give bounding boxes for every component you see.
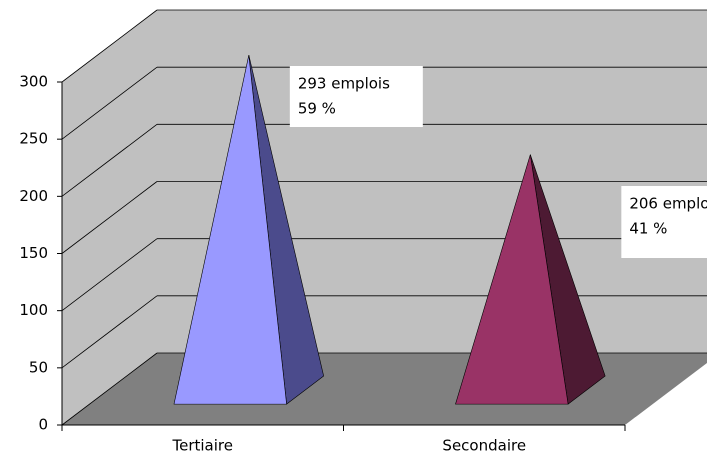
data-label: 293 emplois: [298, 75, 390, 93]
y-tick-label: 300: [19, 73, 48, 91]
grid-line: [61, 66, 158, 140]
grid-line: [61, 181, 158, 254]
y-tick-label: 200: [19, 187, 48, 205]
x-tick-label: Tertiaire: [172, 437, 233, 455]
y-tick-label: 50: [29, 358, 48, 376]
x-tick-label: Secondaire: [442, 437, 526, 455]
floor: [62, 353, 707, 425]
pyramid-front: [455, 154, 569, 405]
y-tick-label: 150: [19, 244, 48, 262]
data-label-box: [621, 186, 707, 258]
data-label: 206 emplois: [629, 195, 707, 213]
share-label: 41 %: [629, 220, 667, 238]
grid-line: [61, 124, 158, 197]
grid-line: [61, 9, 158, 83]
grid-line: [61, 352, 158, 426]
y-tick-label: 0: [38, 416, 48, 434]
pyramid-front: [173, 55, 287, 405]
share-label: 59 %: [298, 100, 336, 118]
grid-line: [61, 295, 158, 369]
y-tick-label: 250: [19, 130, 48, 148]
grid-line: [61, 238, 158, 311]
y-tick-label: 100: [19, 301, 48, 319]
data-label-box: [289, 66, 423, 127]
marks: 293 emplois 59 % 206 emplois 41 %: [173, 55, 707, 405]
